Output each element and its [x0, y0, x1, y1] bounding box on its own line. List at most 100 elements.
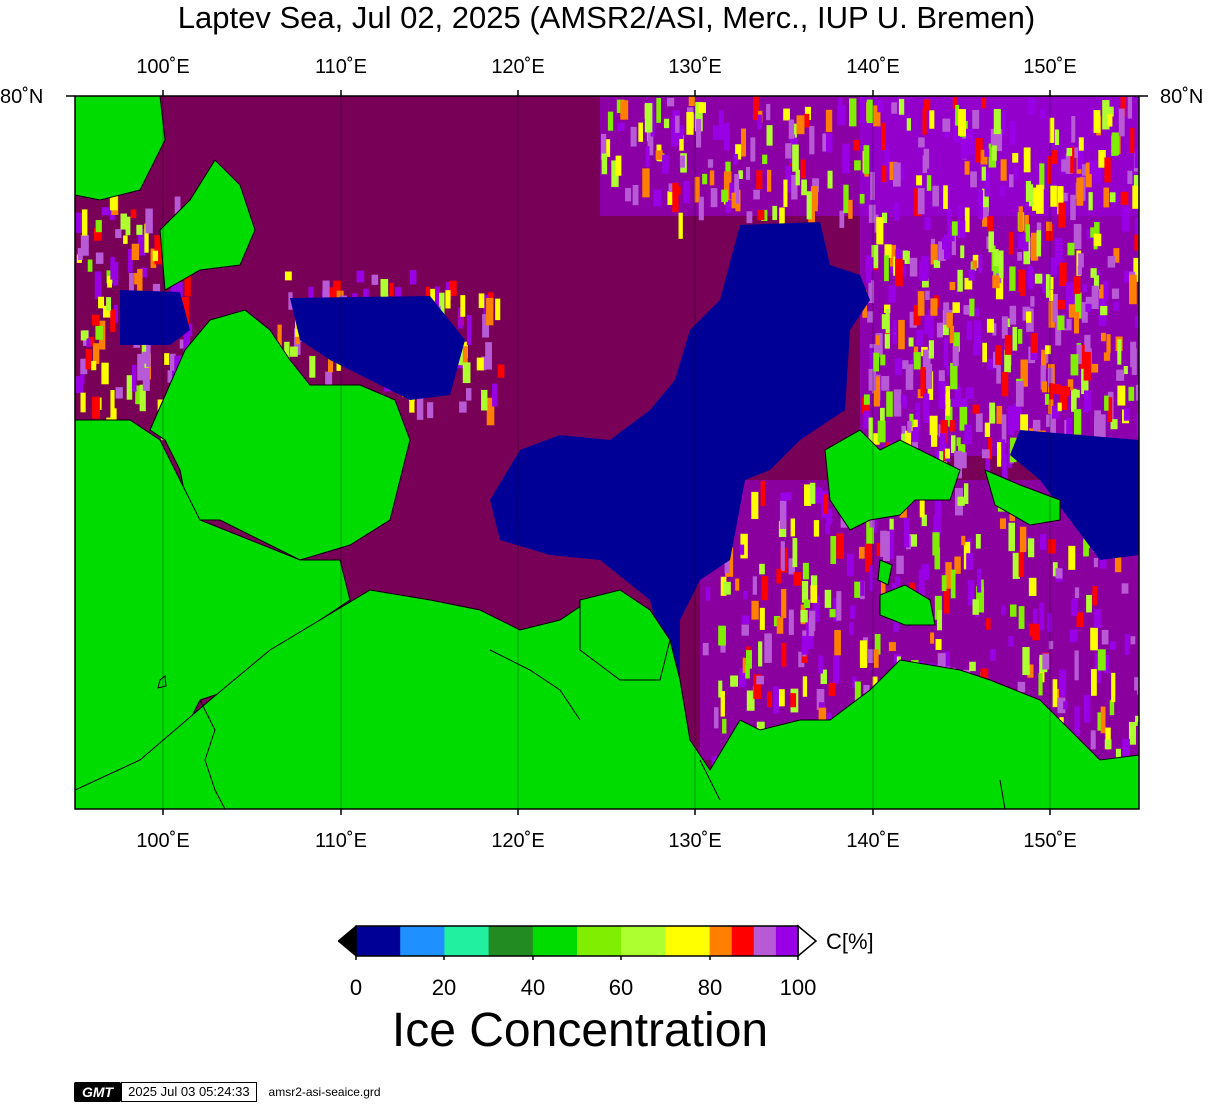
ice-pixel [1028, 577, 1037, 596]
ice-pixel [815, 487, 823, 504]
ice-pixel [969, 661, 976, 672]
ice-pixel [954, 556, 961, 574]
ice-pixel [986, 318, 995, 333]
ice-pixel [1058, 202, 1066, 228]
ice-pixel [853, 139, 860, 151]
ice-pixel [745, 650, 753, 669]
ice-pixel [1111, 672, 1116, 703]
ice-pixel [859, 193, 865, 204]
ice-pixel [115, 229, 122, 239]
ice-pixel [984, 422, 991, 437]
ice-pixel [1128, 386, 1135, 401]
ice-pixel [702, 173, 708, 185]
ice-pixel [945, 562, 952, 589]
ice-pixel [308, 286, 314, 301]
ice-pixel [872, 105, 881, 127]
ice-pixel [858, 546, 865, 559]
ice-pixel [1052, 384, 1061, 395]
ice-pixel [620, 100, 629, 120]
ice-pixel [94, 271, 102, 300]
ice-pixel [1047, 613, 1052, 633]
ice-pixel [988, 231, 994, 253]
ice-pixel [1085, 303, 1092, 312]
ice-pixel [140, 267, 147, 278]
ice-pixel [875, 335, 880, 345]
ice-pixel [980, 668, 989, 683]
ice-pixel [1108, 106, 1114, 117]
ice-pixel [1120, 191, 1129, 205]
ice-pixel [483, 294, 489, 323]
ice-pixel [923, 393, 930, 424]
ice-pixel [869, 347, 874, 370]
ice-pixel [1132, 185, 1139, 209]
ice-pixel [439, 292, 445, 317]
ice-pixel [868, 368, 877, 391]
ice-pixel [603, 139, 611, 157]
ice-pixel [946, 208, 952, 231]
ice-pixel [1100, 706, 1106, 734]
ice-pixel [938, 370, 945, 386]
ice-pixel [909, 257, 918, 277]
ice-pixel [1088, 192, 1093, 211]
ice-pixel [91, 314, 100, 326]
ice-pixel [992, 323, 997, 336]
ice-pixel [1048, 641, 1054, 650]
ice-pixel [963, 305, 970, 315]
ice-pixel [679, 155, 685, 168]
ice-pixel [688, 96, 696, 107]
ice-pixel [834, 630, 841, 656]
ice-pixel [1094, 410, 1101, 441]
ice-pixel [884, 333, 890, 349]
ice-pixel [804, 106, 811, 121]
ice-pixel [1039, 534, 1047, 550]
ice-pixel [966, 553, 974, 570]
ice-pixel [920, 367, 926, 397]
ice-pixel [809, 125, 815, 155]
ice-pixel [902, 250, 909, 260]
ice-pixel [1076, 177, 1084, 206]
ice-pixel [616, 122, 625, 131]
ice-pixel [1103, 654, 1109, 674]
ice-pixel [894, 202, 900, 221]
ice-pixel [1077, 265, 1082, 276]
ice-pixel [1020, 414, 1029, 442]
ice-pixel [1104, 395, 1109, 411]
ice-pixel [863, 394, 870, 405]
ice-pixel [860, 580, 865, 596]
ice-pixel [1085, 162, 1092, 188]
ice-pixel [1120, 96, 1127, 117]
ice-pixel [1009, 174, 1014, 188]
ice-pixel [932, 185, 939, 207]
ice-pixel [876, 217, 884, 245]
ice-pixel [1036, 184, 1044, 214]
ice-pixel [459, 401, 467, 413]
ice-pixel [793, 572, 802, 586]
bottom-lon-label: 150˚E [1023, 830, 1077, 852]
ice-pixel [1023, 232, 1029, 252]
ice-pixel [949, 420, 955, 432]
ice-pixel [941, 575, 947, 592]
ice-pixel [905, 364, 914, 390]
ice-pixel [1076, 344, 1082, 365]
ice-pixel [1114, 543, 1122, 573]
ice-pixel [95, 325, 103, 340]
ice-pixel [877, 420, 886, 443]
ice-pixel [653, 189, 662, 207]
ice-pixel [284, 271, 292, 281]
ice-pixel [1004, 335, 1012, 355]
ice-pixel [935, 638, 942, 650]
ice-pixel [1134, 234, 1139, 251]
ice-pixel [718, 110, 724, 140]
ice-pixel [898, 98, 905, 115]
ice-pixel [940, 420, 948, 444]
ice-pixel [889, 244, 896, 267]
colorbar-tick-label: 80 [697, 975, 723, 1000]
ice-pixel [802, 676, 808, 697]
ice-pixel [1002, 454, 1008, 480]
ice-pixel [1073, 276, 1081, 294]
ice-pixel [1090, 730, 1096, 750]
ice-pixel [336, 359, 342, 371]
ice-pixel [975, 138, 983, 163]
ice-pixel [1102, 100, 1110, 130]
ice-pixel [761, 576, 769, 601]
